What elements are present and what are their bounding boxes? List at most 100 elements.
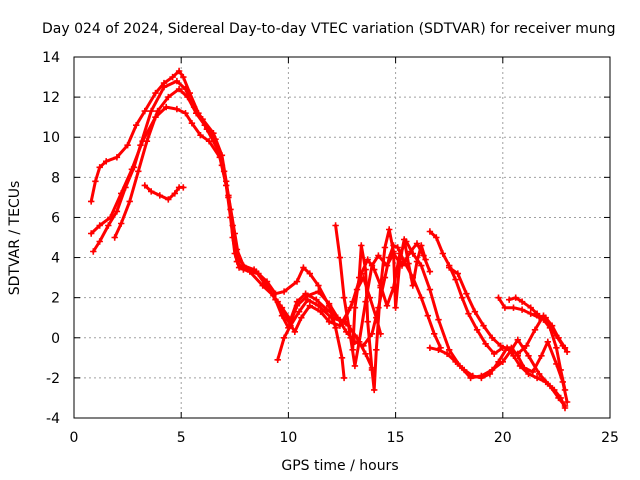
data-point: [347, 334, 354, 341]
series-arc-13: [506, 294, 569, 394]
data-point: [280, 288, 288, 295]
data-point: [439, 250, 446, 257]
data-point: [426, 228, 434, 235]
data-point: [454, 270, 461, 277]
data-point: [364, 256, 371, 263]
data-point: [516, 362, 524, 370]
y-tick-label: 6: [51, 210, 60, 226]
data-point: [105, 222, 112, 229]
data-point: [495, 358, 502, 365]
data-point: [381, 244, 389, 251]
data-point: [542, 378, 549, 386]
data-point: [533, 374, 541, 382]
data-point: [182, 85, 189, 93]
data-point: [503, 344, 511, 351]
data-point: [340, 318, 348, 325]
data-point: [527, 310, 534, 317]
data-point: [154, 107, 161, 115]
data-point: [458, 294, 466, 301]
data-point: [141, 107, 148, 115]
data-point: [218, 162, 226, 169]
x-axis-title: GPS time / hours: [281, 458, 398, 474]
data-point: [555, 334, 562, 341]
data-point: [130, 164, 138, 171]
data-point: [313, 296, 320, 303]
data-point: [377, 284, 384, 291]
y-tick-label: 14: [42, 50, 60, 66]
data-point: [553, 344, 560, 351]
data-point: [188, 120, 196, 127]
data-point: [546, 324, 554, 331]
data-point: [420, 252, 427, 259]
data-point: [473, 326, 481, 333]
series-line: [507, 296, 567, 392]
data-point: [124, 142, 131, 149]
data-point: [512, 294, 519, 301]
data-point: [514, 350, 521, 357]
data-point: [315, 282, 322, 289]
data-point: [486, 370, 494, 378]
x-tick-label: 25: [601, 430, 619, 446]
data-point: [113, 154, 121, 161]
data-point: [283, 314, 290, 321]
data-point: [390, 250, 397, 257]
x-tick-label: 15: [387, 430, 405, 446]
data-point: [461, 366, 468, 374]
data-point: [523, 342, 530, 349]
data-point: [362, 298, 369, 305]
data-point: [383, 262, 391, 269]
data-point: [225, 192, 232, 199]
data-point: [529, 368, 536, 376]
data-point: [510, 352, 517, 359]
data-point: [413, 240, 421, 247]
data-point: [471, 308, 479, 315]
data-point: [525, 370, 532, 378]
data-point: [300, 264, 307, 271]
data-point: [426, 344, 434, 351]
data-point: [544, 338, 551, 345]
data-point: [96, 222, 103, 229]
data-point: [173, 105, 181, 113]
x-tick-label: 5: [177, 430, 186, 446]
series-line: [334, 224, 432, 368]
data-point: [173, 77, 181, 85]
data-point: [315, 288, 322, 295]
data-point: [368, 262, 376, 269]
data-point: [506, 296, 513, 303]
data-point: [143, 138, 151, 145]
data-point: [392, 304, 399, 311]
data-point: [340, 374, 348, 382]
data-point: [274, 298, 281, 305]
series-arc-8: [332, 222, 434, 370]
data-point: [433, 234, 440, 241]
data-point: [557, 394, 564, 402]
data-point: [356, 338, 363, 345]
data-point: [527, 304, 534, 311]
y-tick-label: -4: [46, 411, 60, 427]
data-point: [111, 234, 118, 241]
data-point: [293, 302, 301, 309]
data-point: [407, 248, 414, 255]
data-point: [180, 73, 187, 81]
data-point: [156, 192, 163, 199]
data-point: [386, 226, 393, 233]
data-point: [152, 89, 159, 97]
data-point: [435, 346, 442, 353]
data-point: [478, 374, 485, 382]
data-point: [373, 346, 380, 353]
data-point: [418, 262, 425, 269]
plot-frame: [73, 56, 611, 419]
data-point: [531, 326, 539, 333]
data-point: [446, 264, 453, 271]
data-point: [561, 404, 569, 412]
series-layer: [88, 67, 571, 412]
data-point: [253, 268, 260, 275]
data-point: [536, 370, 543, 378]
data-point: [90, 248, 97, 255]
data-point: [561, 386, 569, 394]
data-point: [315, 302, 322, 309]
data-point: [497, 342, 504, 349]
y-tick-label: 10: [42, 130, 60, 146]
data-point: [118, 220, 125, 227]
data-point: [169, 73, 176, 81]
